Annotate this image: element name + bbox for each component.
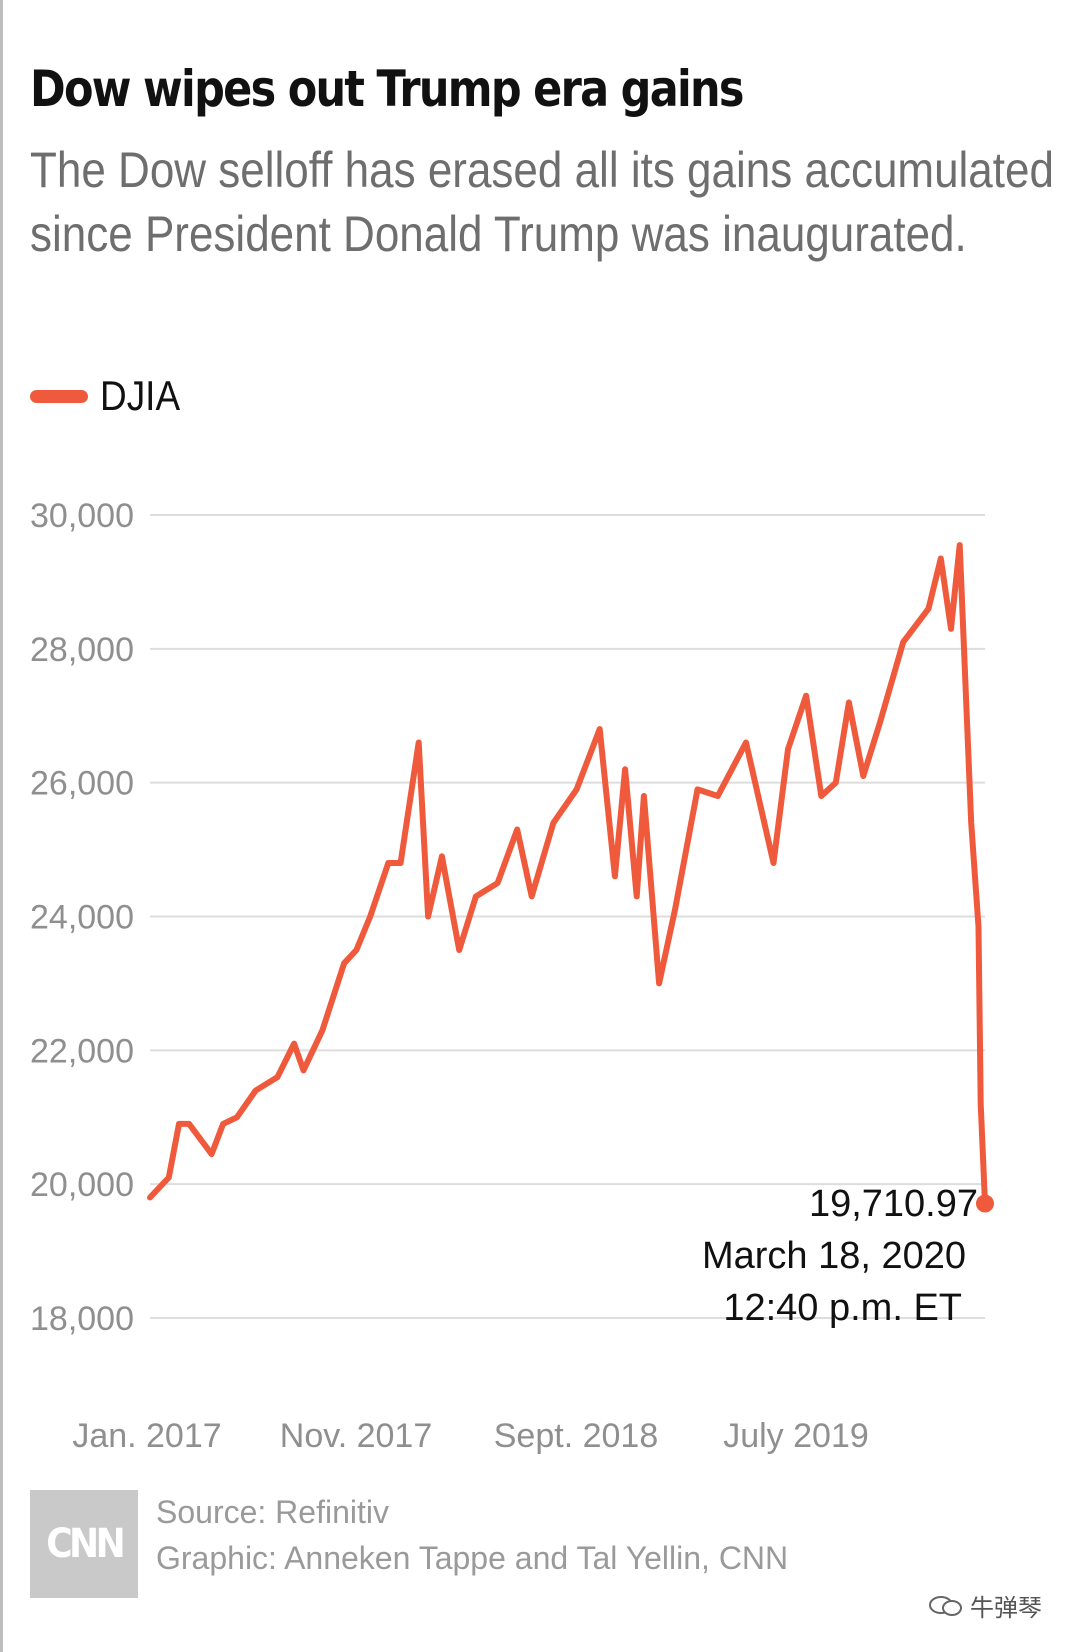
- chart-title: Dow wipes out Trump era gains: [30, 60, 745, 118]
- source-note: Source: Refinitiv: [156, 1494, 389, 1530]
- graphic-credit: Graphic: Anneken Tappe and Tal Yellin, C…: [156, 1540, 789, 1576]
- annotation-value: 19,710.97: [809, 1183, 978, 1225]
- legend-label: DJIA: [100, 372, 181, 419]
- watermark: 牛弹琴: [928, 1588, 1042, 1623]
- series-line-djia: [147, 542, 988, 1207]
- y-tick-label: 30,000: [30, 497, 134, 535]
- legend-swatch: [30, 389, 88, 403]
- annotation-date: March 18, 2020: [702, 1235, 966, 1277]
- x-tick-label: Nov. 2017: [280, 1417, 432, 1455]
- annotation-time: 12:40 p.m. ET: [723, 1287, 962, 1329]
- x-tick-label: Jan. 2017: [72, 1417, 221, 1455]
- x-axis-ticks: Jan. 2017 Nov. 2017 Sept. 2018 July 2019: [72, 1417, 868, 1455]
- series-layer: [147, 542, 994, 1213]
- y-tick-label: 28,000: [30, 631, 134, 669]
- y-axis-ticks: 30,000 28,000 26,000 24,000 22,000 20,000 18,0…: [30, 497, 134, 1338]
- y-tick-label: 22,000: [30, 1032, 134, 1070]
- line-chart: 30,000 28,000 26,000 24,000 22,000 20,000 18,0…: [30, 497, 994, 1455]
- cnn-logo-text: CNN: [46, 1521, 125, 1567]
- y-tick-label: 18,000: [30, 1300, 134, 1338]
- y-tick-label: 24,000: [30, 899, 134, 937]
- cnn-logo: CNN: [30, 1490, 138, 1598]
- frame-border: [0, 0, 3, 1652]
- y-tick-label: 20,000: [30, 1166, 134, 1204]
- watermark-text: 牛弹琴: [970, 1594, 1042, 1622]
- last-value-marker: [976, 1194, 994, 1213]
- footer: CNN Source: Refinitiv Graphic: Anneken T…: [30, 1490, 1070, 1600]
- legend: DJIA: [30, 372, 191, 420]
- x-tick-label: Sept. 2018: [494, 1417, 658, 1455]
- chat-bubbles-icon: [929, 1595, 962, 1616]
- y-tick-label: 26,000: [30, 765, 134, 803]
- last-value-annotation: 19,710.97 March 18, 2020 12:40 p.m. ET: [702, 1183, 978, 1329]
- x-tick-label: July 2019: [723, 1417, 869, 1455]
- chart-subtitle: The Dow selloff has erased all its gains…: [30, 142, 1054, 262]
